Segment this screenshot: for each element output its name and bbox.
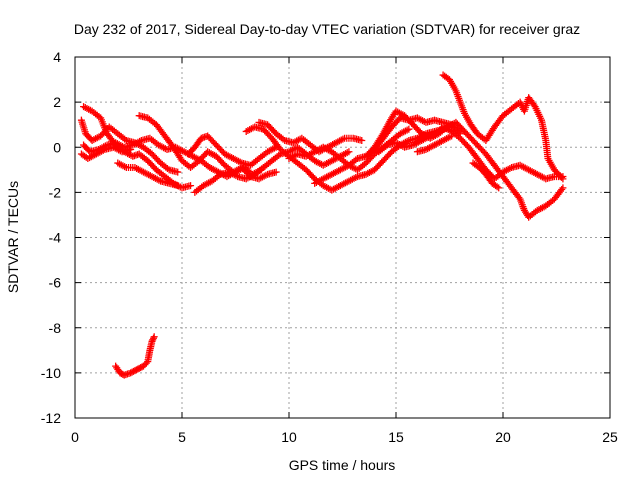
y-tick-label: 2 [53,94,61,110]
series-track-8 [184,132,280,169]
x-tick-label: 0 [71,429,79,445]
series-track-1 [80,103,195,192]
y-tick-label: -10 [41,365,61,381]
data-point [174,182,182,190]
y-tick-label: 4 [53,49,61,65]
data-point [148,337,156,345]
data-point [495,184,503,192]
data-point [558,185,566,193]
data-point [405,125,413,133]
y-tick-label: -8 [49,320,62,336]
x-tick-label: 20 [495,429,511,445]
series-track-15 [439,71,567,183]
y-axis-label: SDTVAR / TECUs [5,181,21,293]
data-point [559,184,567,192]
y-tick-label: -4 [49,230,62,246]
x-tick-label: 5 [178,429,186,445]
series-track-18 [112,333,158,379]
data-point [345,148,353,156]
axis-ticks: 0 5 10 15 20 25 -12 -10 -8 -6 -4 -2 0 2 4 [41,49,618,445]
y-tick-label: -12 [41,410,61,426]
grid [75,57,610,418]
data-point [448,132,456,140]
x-tick-label: 10 [281,429,297,445]
data-point [127,146,135,154]
y-tick-label: -6 [49,275,62,291]
x-tick-label: 25 [602,429,618,445]
data-point [174,168,182,176]
data-points [77,71,567,379]
data-point [493,183,501,191]
series-track-16 [469,159,503,192]
data-point [150,333,158,341]
series-track-5 [114,159,182,190]
data-point [358,136,366,144]
data-point [149,334,157,342]
data-point [559,175,567,183]
series-track-10 [255,118,366,156]
y-tick-label: 0 [53,139,61,155]
data-point [187,182,195,190]
x-tick-label: 15 [388,429,404,445]
series-track-7 [191,143,353,196]
y-tick-label: -2 [49,184,62,200]
chart-title: Day 232 of 2017, Sidereal Day-to-day VTE… [74,21,580,37]
data-point [557,173,565,181]
series-track-4 [77,143,135,163]
x-axis-label: GPS time / hours [289,457,396,473]
data-point [272,168,280,176]
series-track-2 [77,116,182,176]
data-point [149,336,157,344]
series-track-17 [413,132,456,156]
